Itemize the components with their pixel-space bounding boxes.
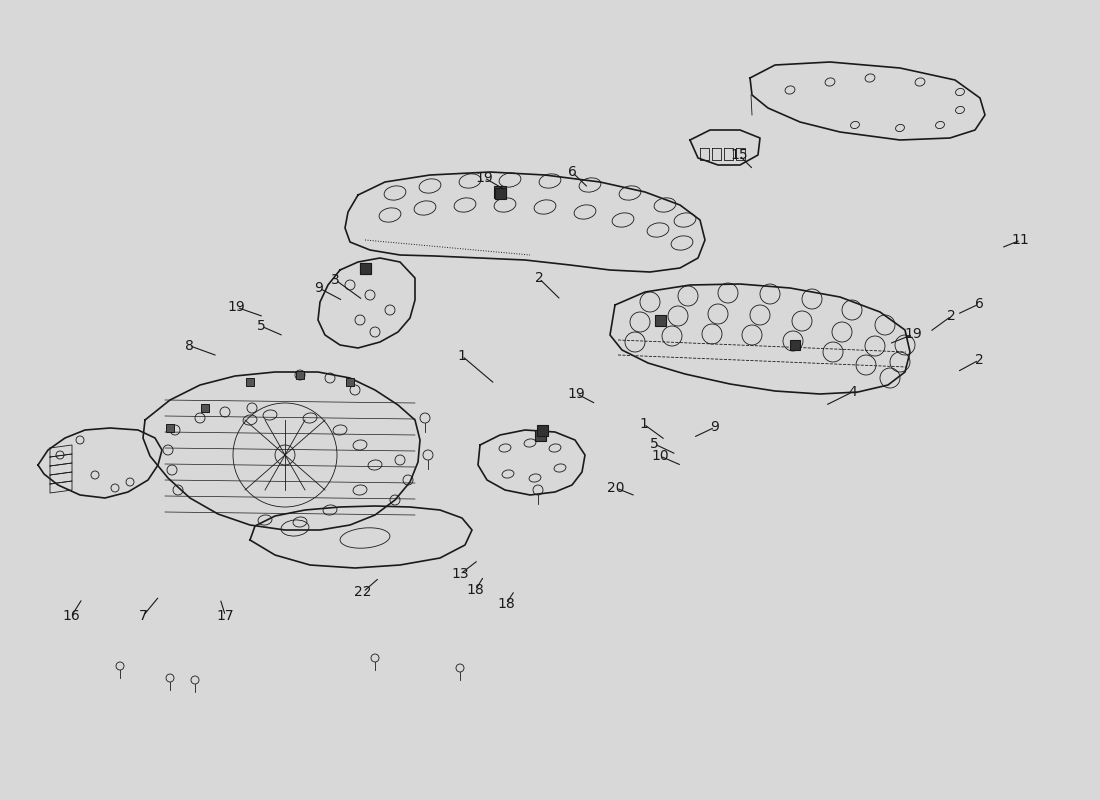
Bar bbox=[537, 425, 548, 435]
Text: 1: 1 bbox=[458, 349, 466, 363]
Bar bbox=[246, 378, 254, 386]
Text: 6: 6 bbox=[568, 165, 576, 179]
Text: 22: 22 bbox=[354, 585, 372, 599]
Text: 19: 19 bbox=[904, 327, 922, 342]
Text: 6: 6 bbox=[975, 297, 983, 311]
Text: 20: 20 bbox=[607, 481, 625, 495]
Bar bbox=[346, 378, 354, 386]
Text: 2: 2 bbox=[947, 309, 956, 323]
Text: 11: 11 bbox=[1012, 233, 1030, 247]
Bar bbox=[654, 314, 666, 326]
Bar bbox=[360, 262, 371, 274]
Text: 4: 4 bbox=[848, 385, 857, 399]
Bar bbox=[495, 187, 506, 198]
Text: 10: 10 bbox=[651, 449, 669, 463]
Bar bbox=[201, 404, 209, 412]
Bar bbox=[494, 186, 506, 198]
Text: 13: 13 bbox=[451, 567, 469, 582]
Text: 19: 19 bbox=[568, 386, 585, 401]
Text: 7: 7 bbox=[139, 609, 147, 623]
Text: 18: 18 bbox=[497, 597, 515, 611]
Text: 18: 18 bbox=[466, 583, 484, 598]
Bar bbox=[790, 340, 800, 350]
Text: 1: 1 bbox=[639, 417, 648, 431]
Text: 17: 17 bbox=[217, 609, 234, 623]
Text: 3: 3 bbox=[331, 273, 340, 287]
Bar bbox=[535, 430, 546, 441]
Text: 15: 15 bbox=[730, 148, 748, 162]
Text: 2: 2 bbox=[975, 353, 983, 367]
Text: 16: 16 bbox=[63, 609, 80, 623]
Text: 9: 9 bbox=[711, 420, 719, 434]
Text: 5: 5 bbox=[650, 437, 659, 451]
Bar bbox=[296, 371, 304, 379]
Text: 9: 9 bbox=[315, 281, 323, 295]
Text: 2: 2 bbox=[535, 271, 543, 286]
Text: 5: 5 bbox=[257, 319, 266, 334]
Bar bbox=[166, 424, 174, 432]
Bar bbox=[360, 262, 371, 274]
Text: 8: 8 bbox=[185, 338, 194, 353]
Text: 19: 19 bbox=[475, 170, 493, 185]
Text: 19: 19 bbox=[228, 300, 245, 314]
